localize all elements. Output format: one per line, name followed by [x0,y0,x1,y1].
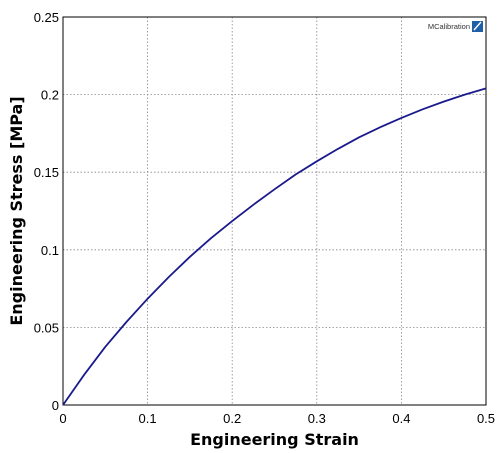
y-tick-label: 0.2 [41,88,59,103]
x-tick-label: 0.3 [308,411,326,426]
logo-mark-slash-icon [473,21,482,31]
x-axis-title: Engineering Strain [190,430,359,449]
y-tick-label: 0.15 [34,165,59,180]
mcalibration-logo: MCalibration [428,21,483,32]
y-axis-title: Engineering Stress [MPa] [7,96,26,325]
logo-text: MCalibration [428,22,470,31]
y-tick-label: 0.25 [34,10,59,25]
series-line [62,87,487,406]
y-axis-ticks: 0 0.05 0.1 0.15 0.2 0.25 [34,10,59,413]
y-tick-label: 0 [52,398,59,413]
y-tick-label: 0.1 [41,243,59,258]
x-axis-ticks: 0 0.1 0.2 0.3 0.4 0.5 [59,411,495,426]
x-tick-label: 0 [59,411,66,426]
x-tick-label: 0.5 [477,411,495,426]
series-layer [62,87,487,406]
x-tick-label: 0.2 [223,411,241,426]
y-tick-label: 0.05 [34,320,59,335]
plot-frame [62,16,487,406]
grid [63,17,486,405]
x-tick-label: 0.4 [392,411,410,426]
x-tick-label: 0.1 [139,411,157,426]
